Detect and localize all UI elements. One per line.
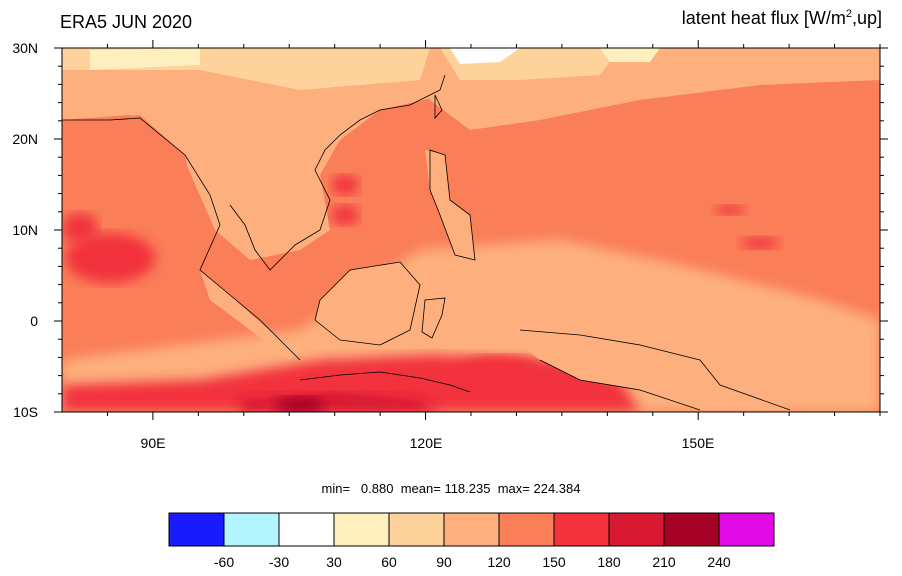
colorbar-swatch bbox=[718, 512, 775, 547]
variable-title: latent heat flux [W/m2,up] bbox=[681, 8, 882, 28]
lat-label: 20N bbox=[12, 131, 38, 147]
colorbar-label: 210 bbox=[652, 554, 676, 570]
colorbar-label: 120 bbox=[487, 554, 511, 570]
lat-label: 10N bbox=[12, 222, 38, 238]
lon-label: 90E bbox=[141, 435, 166, 451]
plot-title: ERA5 JUN 2020 bbox=[60, 12, 193, 32]
colorbar-swatch bbox=[608, 512, 665, 547]
colorbar-label: 180 bbox=[597, 554, 621, 570]
colorbar-swatch bbox=[223, 512, 280, 547]
coastlines bbox=[62, 74, 791, 411]
lon-label: 150E bbox=[682, 435, 715, 451]
lat-label: 30N bbox=[12, 40, 38, 56]
stats-line: min= 0.880 mean= 118.235 max= 224.384 bbox=[321, 481, 581, 496]
colorbar-label: 150 bbox=[542, 554, 566, 570]
colorbar-swatch bbox=[663, 512, 720, 547]
colorbar-swatch bbox=[443, 512, 500, 547]
colorbar-label: -60 bbox=[214, 554, 234, 570]
colorbar-swatch bbox=[168, 512, 225, 547]
colorbar-label: 90 bbox=[436, 554, 452, 570]
colorbar-swatch bbox=[553, 512, 610, 547]
axis-ticks bbox=[54, 40, 888, 420]
lat-label: 10S bbox=[13, 404, 38, 420]
flux-field bbox=[62, 48, 880, 412]
colorbar-label: -30 bbox=[269, 554, 289, 570]
colorbar-swatch bbox=[333, 512, 390, 547]
lon-label: 120E bbox=[410, 435, 443, 451]
colorbar: -60 -30 30 60 90 120 150 180 210 240 bbox=[168, 512, 775, 570]
colorbar-swatch bbox=[498, 512, 555, 547]
colorbar-swatch bbox=[388, 512, 445, 547]
colorbar-label: 60 bbox=[381, 554, 397, 570]
colorbar-swatch bbox=[278, 512, 335, 547]
colorbar-label: 240 bbox=[707, 554, 731, 570]
colorbar-label: 30 bbox=[326, 554, 342, 570]
lat-label: 0 bbox=[30, 313, 38, 329]
